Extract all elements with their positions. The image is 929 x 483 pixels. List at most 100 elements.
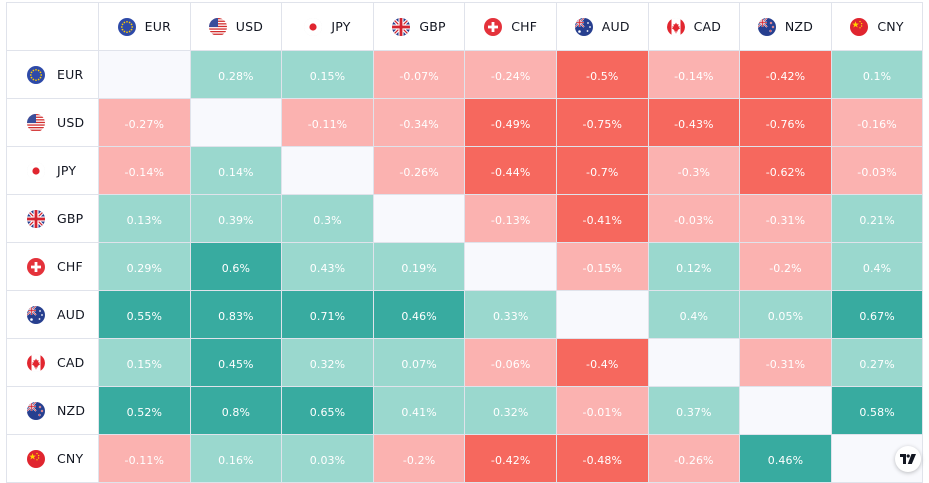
cell-value: 0.6%	[221, 262, 251, 275]
heatmap-cell[interactable]: 0.1%	[830, 50, 924, 99]
corner-cell	[6, 2, 99, 51]
heatmap-cell[interactable]: 0.37%	[647, 386, 741, 435]
heatmap-cell[interactable]: -0.7%	[555, 146, 649, 195]
heatmap-cell[interactable]: -0.42%	[739, 50, 832, 99]
heatmap-cell[interactable]: 0.13%	[98, 194, 191, 243]
heatmap-cell[interactable]: -0.2%	[739, 242, 832, 291]
cell-value: 0.3%	[313, 214, 342, 227]
ch-flag-icon	[484, 17, 503, 36]
cell-value: -0.03%	[674, 214, 714, 227]
heatmap-cell[interactable]: 0.28%	[189, 50, 283, 99]
heatmap-cell[interactable]: -0.15%	[555, 242, 649, 291]
heatmap-cell[interactable]: -0.41%	[555, 194, 649, 243]
cell-value: 0.4%	[679, 310, 709, 323]
heatmap-cell[interactable]: -0.13%	[464, 194, 557, 243]
heatmap-cell[interactable]: 0.46%	[739, 434, 832, 483]
heatmap-cell[interactable]: 0.65%	[281, 386, 374, 435]
diagonal-cell	[98, 50, 191, 99]
heatmap-cell[interactable]: -0.62%	[739, 146, 832, 195]
heatmap-cell[interactable]: -0.44%	[464, 146, 557, 195]
heatmap-cell[interactable]: 0.4%	[647, 290, 741, 339]
cell-value: -0.13%	[490, 214, 531, 227]
heatmap-cell[interactable]: 0.27%	[830, 338, 924, 387]
heatmap-cell[interactable]: 0.71%	[281, 290, 374, 339]
ca-flag-icon	[27, 353, 45, 372]
heatmap-cell[interactable]: 0.52%	[98, 386, 191, 435]
heatmap-cell[interactable]: -0.06%	[464, 338, 557, 387]
cell-value: 0.67%	[859, 310, 895, 323]
heatmap-cell[interactable]: -0.03%	[830, 146, 924, 195]
column-header-content: CHF	[465, 17, 556, 36]
heatmap-cell[interactable]: -0.07%	[372, 50, 466, 99]
heatmap-cell[interactable]: 0.15%	[281, 50, 374, 99]
heatmap-cell[interactable]: -0.26%	[372, 146, 466, 195]
currency-code: JPY	[331, 19, 351, 34]
heatmap-cell[interactable]: 0.8%	[189, 386, 283, 435]
cell-value: -0.76%	[765, 118, 806, 131]
nz-flag-icon	[757, 17, 776, 36]
heatmap-cell[interactable]: 0.14%	[189, 146, 283, 195]
heatmap-cell[interactable]: -0.01%	[555, 386, 649, 435]
heatmap-cell[interactable]: 0.58%	[830, 386, 924, 435]
heatmap-cell[interactable]: 0.05%	[739, 290, 832, 339]
heatmap-cell[interactable]: 0.16%	[189, 434, 283, 483]
column-header-content: USD	[191, 17, 282, 36]
heatmap-cell[interactable]: -0.11%	[281, 98, 374, 147]
heatmap-cell[interactable]: -0.14%	[647, 50, 741, 99]
diagonal-cell	[739, 386, 832, 435]
heatmap-cell[interactable]: -0.16%	[830, 98, 924, 147]
heatmap-cell[interactable]: -0.75%	[555, 98, 649, 147]
row-header-aud: AUD	[6, 290, 99, 339]
heatmap-cell[interactable]: 0.41%	[372, 386, 466, 435]
heatmap-cell[interactable]: -0.49%	[464, 98, 557, 147]
heatmap-cell[interactable]: -0.03%	[647, 194, 741, 243]
heatmap-cell[interactable]: 0.3%	[281, 194, 374, 243]
heatmap-cell[interactable]: 0.32%	[281, 338, 374, 387]
heatmap-cell[interactable]: 0.6%	[189, 242, 283, 291]
heatmap-cell[interactable]: -0.48%	[555, 434, 649, 483]
au-flag-icon	[574, 17, 593, 36]
currency-code: NZD	[784, 19, 814, 34]
heatmap-cell[interactable]: 0.43%	[281, 242, 374, 291]
heatmap-cell[interactable]: -0.27%	[98, 98, 191, 147]
heatmap-cell[interactable]: 0.12%	[647, 242, 741, 291]
tradingview-logo-button[interactable]	[895, 446, 921, 472]
heatmap-cell[interactable]: 0.07%	[372, 338, 466, 387]
heatmap-cell[interactable]: 0.46%	[372, 290, 466, 339]
heatmap-cell[interactable]: -0.2%	[372, 434, 466, 483]
diagonal-cell	[555, 290, 649, 339]
heatmap-cell[interactable]: -0.42%	[464, 434, 557, 483]
row-header-content: NZD	[7, 401, 98, 420]
heatmap-cell[interactable]: 0.32%	[464, 386, 557, 435]
heatmap-cell[interactable]: 0.15%	[98, 338, 191, 387]
heatmap-cell[interactable]: 0.33%	[464, 290, 557, 339]
heatmap-cell[interactable]: -0.34%	[372, 98, 466, 147]
heatmap-cell[interactable]: -0.31%	[739, 194, 832, 243]
heatmap-cell[interactable]: -0.11%	[98, 434, 191, 483]
cell-value: 0.29%	[126, 262, 163, 275]
heatmap-cell[interactable]: -0.43%	[647, 98, 741, 147]
heatmap-cell[interactable]: 0.45%	[189, 338, 283, 387]
heatmap-cell[interactable]: 0.03%	[281, 434, 374, 483]
heatmap-cell[interactable]: -0.5%	[555, 50, 649, 99]
cell-value: -0.31%	[765, 358, 806, 371]
heatmap-cell[interactable]: -0.3%	[647, 146, 741, 195]
heatmap-cell[interactable]: -0.24%	[464, 50, 557, 99]
heatmap-cell[interactable]: -0.14%	[98, 146, 191, 195]
heatmap-cell[interactable]: 0.83%	[189, 290, 283, 339]
cell-value: -0.26%	[674, 454, 714, 467]
heatmap-cell[interactable]: 0.19%	[372, 242, 466, 291]
heatmap-cell[interactable]: -0.26%	[647, 434, 741, 483]
cell-value: 0.21%	[859, 214, 895, 227]
heatmap-cell[interactable]: 0.29%	[98, 242, 191, 291]
column-header-jpy: JPY	[281, 2, 374, 51]
heatmap-cell[interactable]: 0.67%	[830, 290, 924, 339]
heatmap-cell[interactable]: 0.21%	[830, 194, 924, 243]
heatmap-cell[interactable]: 0.39%	[189, 194, 283, 243]
heatmap-cell[interactable]: -0.76%	[739, 98, 832, 147]
heatmap-cell[interactable]: -0.31%	[739, 338, 832, 387]
heatmap-cell[interactable]: 0.55%	[98, 290, 191, 339]
heatmap-cell[interactable]: -0.4%	[555, 338, 649, 387]
heatmap-cell[interactable]: 0.4%	[830, 242, 924, 291]
